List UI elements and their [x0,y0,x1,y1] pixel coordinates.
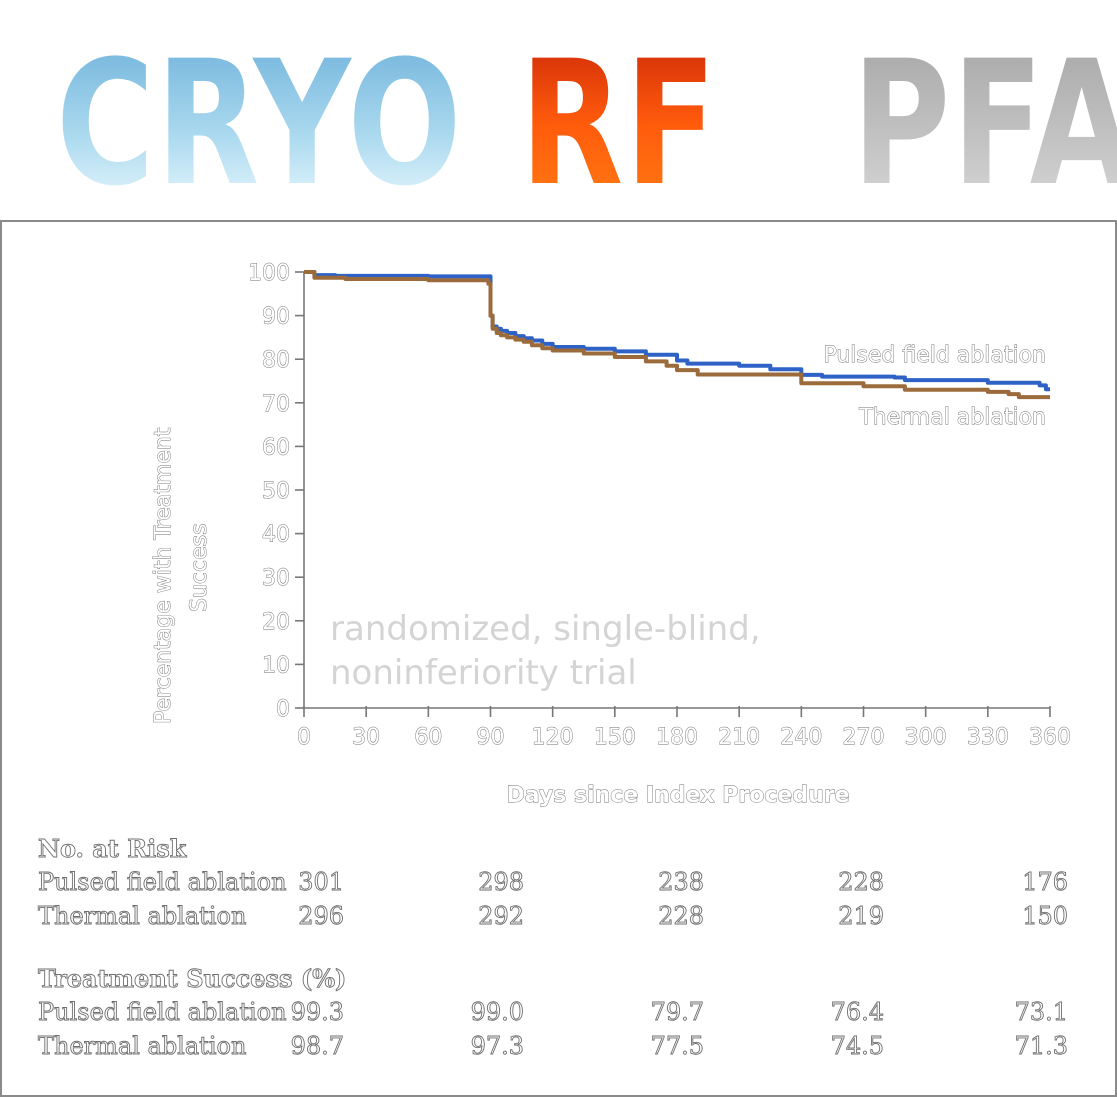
chart-series [304,270,1050,400]
success-value: 74.5 [830,1032,884,1061]
success-value: 99.0 [470,998,524,1027]
risk-row-label: Pulsed field ablation [38,868,287,897]
y-tick-label: 70 [262,392,290,417]
risk-value: 150 [1022,902,1069,931]
x-tick-label: 270 [843,725,885,750]
x-tick-label: 0 [297,725,311,750]
success-value: 73.1 [1014,998,1068,1027]
risk-value: 228 [658,902,705,931]
x-axis-title: Days since Index Procedure [506,783,849,808]
x-tick-label: 30 [352,725,380,750]
y-axis-title-line-1: Percentage with Treatment [151,427,176,724]
risk-value: 176 [1022,868,1069,897]
y-tick-label: 0 [276,697,290,722]
y-tick-label: 60 [262,435,290,460]
success-value: 76.4 [830,998,884,1027]
rf-title: RF [520,23,719,224]
y-tick-label: 100 [248,261,290,286]
y-tick-label: 20 [262,610,290,635]
x-tick-label: 240 [780,725,822,750]
series-label-thermal: Thermal ablation [858,405,1046,430]
watermark-line-1: randomized, single-blind, [330,609,761,649]
cryo-title: CRYO [56,23,464,224]
x-tick-label: 300 [905,725,947,750]
risk-value: 228 [838,868,885,897]
risk-row-pfa: Pulsed field ablation 301 298 238 228 17… [38,868,1078,902]
success-value: 97.3 [470,1032,524,1061]
success-value: 98.7 [290,1032,344,1061]
survival-chart: randomized, single-blind, noninferiority… [151,261,1072,809]
risk-value: 238 [658,868,705,897]
y-tick-label: 80 [262,348,290,373]
x-tick-label: 90 [477,725,505,750]
success-table-heading: Treatment Success (%) [38,964,347,994]
kaplan-meier-panel: randomized, single-blind, noninferiority… [0,220,1117,1097]
pfa-title: PFA [852,38,1117,210]
risk-table-heading: No. at Risk [38,834,187,864]
series-label-pfa: Pulsed field ablation [823,343,1046,368]
x-tick-label: 150 [594,725,636,750]
x-tick-label: 360 [1029,725,1071,750]
risk-value: 301 [298,868,345,897]
y-tick-label: 50 [262,479,290,504]
risk-value: 296 [298,902,345,931]
y-tick-label: 40 [262,523,290,548]
y-axis-title-line-2: Success [187,523,212,612]
risk-row-label: Thermal ablation [38,902,247,931]
x-tick-label: 60 [414,725,442,750]
success-value: 99.3 [290,998,344,1027]
y-tick-label: 30 [262,566,290,591]
risk-value: 298 [478,868,525,897]
chart-axes: 0 10 20 30 40 50 60 70 80 90 100 0 30 60 90 120 150 180 21… [248,261,1072,751]
success-value: 77.5 [650,1032,704,1061]
watermark-line-2: noninferiority trial [330,653,637,693]
x-tick-label: 180 [656,725,698,750]
risk-value: 219 [838,902,885,931]
success-row-pfa: Pulsed field ablation 99.3 99.0 79.7 76.… [38,998,1078,1032]
risk-row-thermal: Thermal ablation 296 292 228 219 150 [38,902,1078,936]
success-row-thermal: Thermal ablation 98.7 97.3 77.5 74.5 71.… [38,1032,1078,1066]
y-tick-label: 10 [262,653,290,678]
success-row-label: Thermal ablation [38,1032,247,1061]
x-tick-label: 330 [967,725,1009,750]
risk-value: 292 [478,902,525,931]
success-value: 71.3 [1014,1032,1068,1061]
success-row-label: Pulsed field ablation [38,998,287,1027]
x-tick-label: 120 [532,725,574,750]
y-tick-label: 90 [262,305,290,330]
x-tick-label: 210 [718,725,760,750]
thermal-survival-line [304,270,1050,400]
success-value: 79.7 [650,998,704,1027]
